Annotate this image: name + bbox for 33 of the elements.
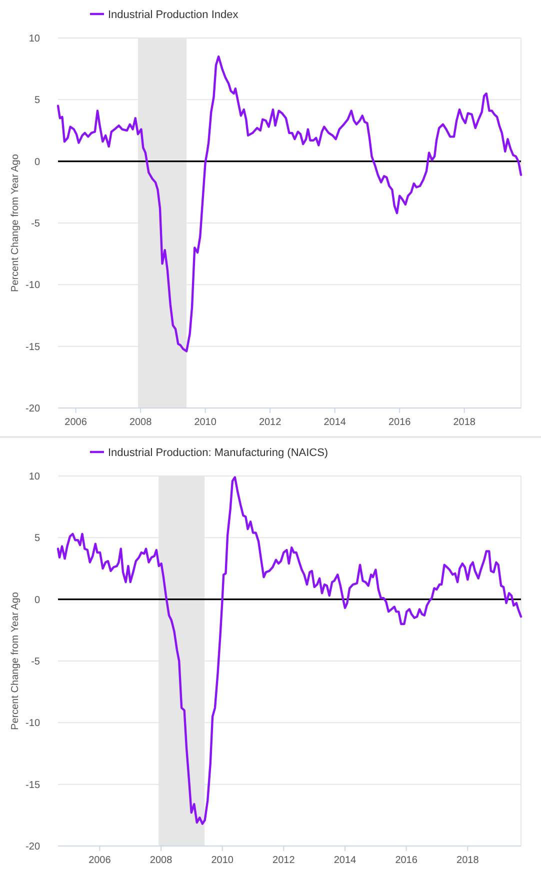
x-tick-label: 2018 (456, 855, 480, 866)
x-tick-label: 2010 (211, 855, 234, 866)
y-tick-label: -15 (26, 342, 40, 353)
x-tick-label: 2012 (272, 855, 296, 866)
y-tick-label: 10 (28, 472, 40, 482)
y-tick-label: -15 (26, 780, 40, 791)
y-tick-label: 5 (34, 533, 40, 544)
y-tick-label: 0 (34, 156, 40, 168)
x-tick-label: 2012 (258, 417, 282, 428)
y-axis-title: Percent Change from Year Ago (10, 154, 21, 292)
y-tick-label: -5 (31, 656, 40, 668)
y-tick-label: 0 (34, 594, 40, 606)
y-tick-label: -20 (26, 842, 40, 852)
legend-label: Industrial Production: Manufacturing (NAICS) (108, 447, 328, 459)
x-tick-label: 2008 (129, 417, 152, 428)
y-tick-label: -10 (26, 280, 40, 292)
x-tick-label: 2016 (388, 417, 412, 428)
y-tick-label: 5 (34, 95, 40, 106)
y-axis-title: Percent Change from Year Ago (10, 592, 21, 730)
x-tick-label: 2016 (395, 855, 418, 866)
y-tick-label: -5 (31, 218, 40, 230)
x-tick-label: 2014 (334, 855, 357, 866)
x-tick-label: 2010 (194, 417, 217, 428)
x-tick-label: 2018 (453, 417, 476, 428)
y-tick-label: -10 (26, 718, 40, 730)
x-tick-label: 2008 (150, 855, 173, 866)
legend-label: Industrial Production Index (108, 9, 239, 21)
y-tick-label: -20 (26, 404, 40, 414)
x-tick-label: 2014 (324, 417, 346, 428)
y-tick-label: 10 (28, 34, 40, 44)
line-series (56, 55, 522, 352)
x-tick-label: 2006 (88, 855, 112, 866)
x-tick-label: 2006 (64, 417, 88, 428)
